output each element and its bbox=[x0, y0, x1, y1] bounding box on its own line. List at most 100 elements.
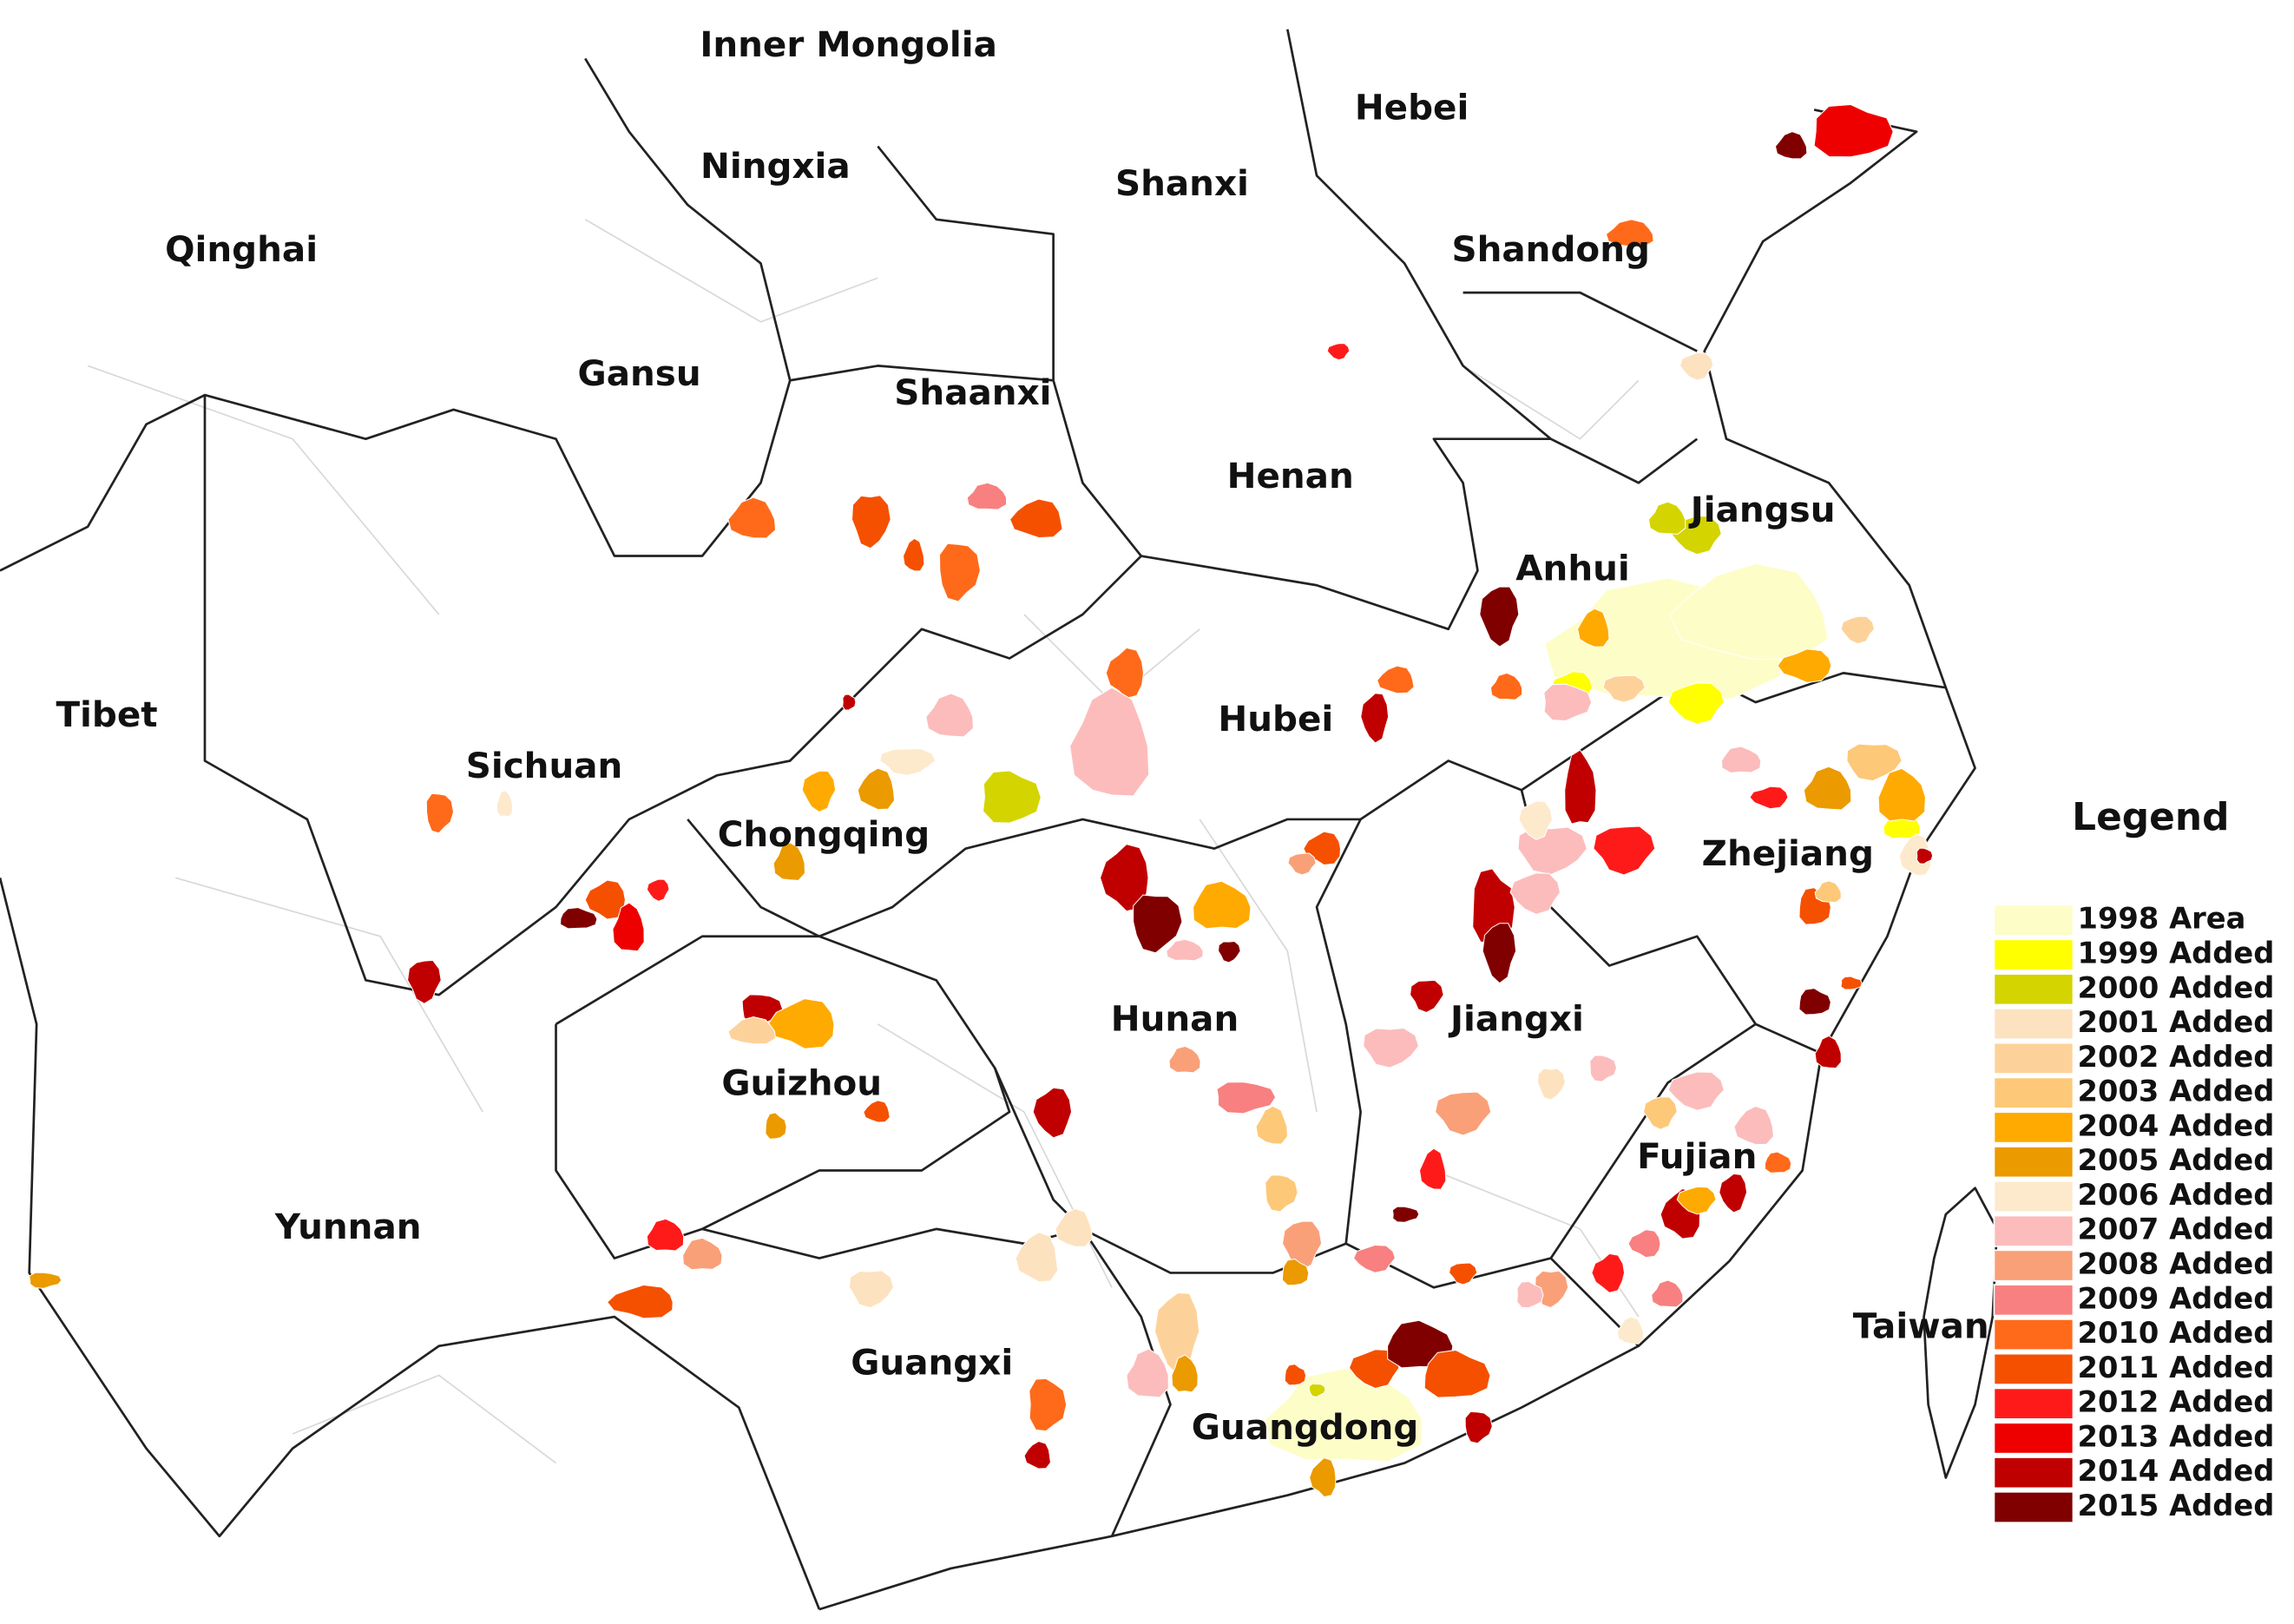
coverage-area bbox=[1564, 749, 1597, 825]
coverage-area bbox=[1464, 1410, 1493, 1444]
coverage-area bbox=[851, 495, 891, 549]
coverage-area bbox=[1733, 1105, 1774, 1146]
coverage-area bbox=[1015, 1232, 1059, 1283]
coverage-area bbox=[983, 770, 1042, 824]
coverage-area bbox=[1029, 1377, 1068, 1432]
coverage-area bbox=[727, 496, 777, 539]
coverage-area bbox=[938, 542, 981, 602]
coverage-area bbox=[1126, 1348, 1169, 1398]
coverage-area bbox=[1193, 880, 1252, 930]
coverage-area bbox=[1069, 687, 1150, 797]
province-label: Guangdong bbox=[1192, 1406, 1418, 1448]
coverage-area bbox=[1133, 894, 1183, 954]
coverage-area bbox=[560, 907, 598, 930]
coverage-area bbox=[1479, 586, 1520, 648]
coverage-area bbox=[607, 1284, 674, 1319]
coverage-area bbox=[925, 693, 974, 738]
coverage-area bbox=[765, 1112, 787, 1140]
coverage-area bbox=[848, 1270, 895, 1309]
legend-swatch bbox=[1993, 1456, 2074, 1489]
coverage-area bbox=[772, 842, 805, 881]
coverage-area bbox=[1055, 1207, 1093, 1247]
province-label: Zhejiang bbox=[1702, 832, 1874, 874]
coverage-area bbox=[1363, 1027, 1420, 1068]
legend-swatch bbox=[1993, 1214, 2074, 1247]
coverage-area bbox=[1643, 1096, 1678, 1130]
coverage-area bbox=[1449, 1262, 1478, 1285]
province-label: Tibet bbox=[56, 694, 157, 735]
legend-swatch bbox=[1993, 1180, 2074, 1213]
coverage-area bbox=[1423, 1349, 1491, 1398]
coverage-area bbox=[612, 902, 645, 952]
legend-swatch bbox=[1993, 1042, 2074, 1075]
legend-label: 1999 Added bbox=[2078, 937, 2275, 970]
province-label: Hubei bbox=[1218, 698, 1333, 740]
legend-label: 1998 Area bbox=[2078, 902, 2246, 936]
coverage-area bbox=[842, 694, 857, 711]
coverage-area bbox=[879, 748, 937, 776]
coverage-area bbox=[1814, 1035, 1842, 1069]
coverage-area bbox=[29, 1272, 62, 1289]
legend-swatch bbox=[1993, 1318, 2074, 1351]
coverage-area bbox=[902, 537, 925, 572]
legend-label: 2006 Added bbox=[2078, 1178, 2275, 1212]
legend-label: 2005 Added bbox=[2078, 1143, 2275, 1177]
coverage-area bbox=[1023, 1440, 1051, 1469]
legend-swatch bbox=[1993, 1111, 2074, 1144]
coverage-area bbox=[1377, 665, 1415, 694]
coverage-area bbox=[1749, 786, 1789, 810]
coverage-area bbox=[1840, 976, 1863, 990]
coverage-area bbox=[1216, 1082, 1277, 1114]
coverage-area bbox=[1798, 988, 1831, 1016]
legend-label: 2014 Added bbox=[2078, 1454, 2275, 1488]
province-label: Chongqing bbox=[718, 813, 930, 855]
legend-label: 2001 Added bbox=[2078, 1005, 2275, 1039]
legend-label: 2000 Added bbox=[2078, 970, 2275, 1004]
coverage-area bbox=[1009, 498, 1063, 538]
legend-swatch bbox=[1993, 904, 2074, 937]
coverage-area bbox=[1308, 1383, 1326, 1397]
coverage-area bbox=[1168, 1045, 1201, 1074]
province-label: Hebei bbox=[1355, 86, 1469, 128]
province-label: Inner Mongolia bbox=[700, 23, 997, 65]
province-label: Shandong bbox=[1451, 228, 1649, 270]
coverage-area bbox=[1287, 852, 1317, 876]
province-label: Guizhou bbox=[721, 1062, 882, 1104]
coverage-area bbox=[1509, 872, 1561, 915]
legend-label: 2002 Added bbox=[2078, 1040, 2275, 1074]
province-label: Anhui bbox=[1515, 547, 1630, 588]
coverage-area bbox=[1265, 1174, 1298, 1213]
province-label: Jiangsu bbox=[1688, 489, 1836, 530]
province-label: Yunnan bbox=[274, 1206, 422, 1247]
coverage-area bbox=[1720, 746, 1762, 773]
province-label: Fujian bbox=[1637, 1135, 1757, 1177]
coverage-area bbox=[1282, 1220, 1323, 1271]
coverage-area bbox=[1676, 1186, 1717, 1215]
coverage-area bbox=[1667, 1071, 1725, 1111]
coverage-area bbox=[1543, 683, 1593, 722]
coverage-area bbox=[966, 482, 1008, 510]
province-label: Taiwan bbox=[1853, 1305, 1989, 1347]
coverage-area bbox=[1166, 938, 1204, 962]
coverage-area bbox=[1218, 940, 1241, 963]
coverage-area bbox=[1602, 674, 1646, 703]
coverage-area bbox=[1846, 743, 1903, 782]
coverage-area bbox=[1391, 1206, 1420, 1223]
province-label: Gansu bbox=[578, 352, 701, 394]
coverage-area bbox=[1616, 1316, 1645, 1345]
coverage-area bbox=[1591, 1253, 1626, 1293]
coverage-area bbox=[1916, 847, 1934, 865]
coverage-area bbox=[1803, 766, 1852, 811]
coverage-area bbox=[1679, 352, 1714, 381]
legend-label: 2004 Added bbox=[2078, 1108, 2275, 1142]
province-label: Qinghai bbox=[165, 228, 318, 270]
coverage-area bbox=[1877, 767, 1926, 822]
legend-swatch bbox=[1993, 1284, 2074, 1317]
coverage-area bbox=[1898, 833, 1932, 876]
coverage-area bbox=[801, 770, 837, 813]
coverage-area bbox=[1777, 648, 1832, 683]
legend-swatch bbox=[1993, 1387, 2074, 1420]
coverage-area bbox=[1518, 800, 1553, 840]
